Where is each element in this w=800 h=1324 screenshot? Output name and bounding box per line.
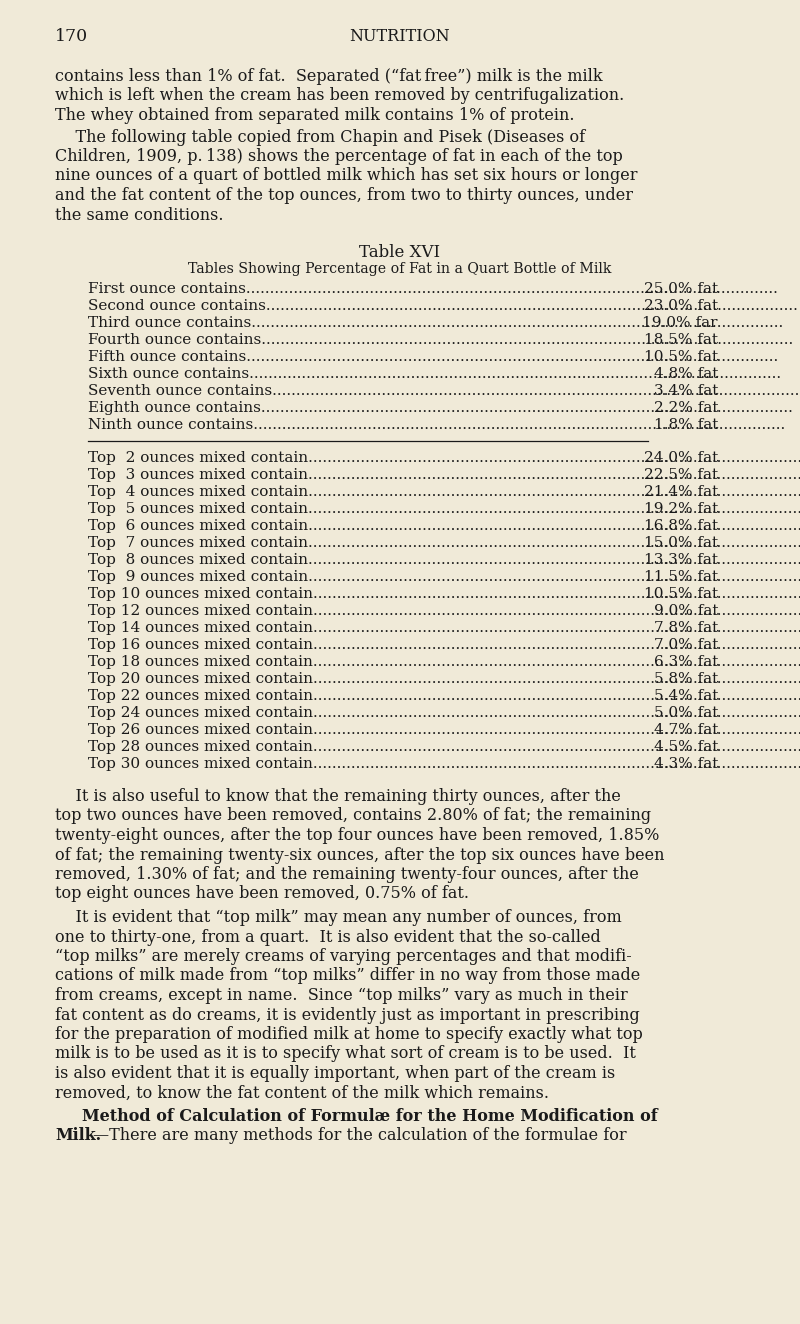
Text: the same conditions.: the same conditions.	[55, 207, 223, 224]
Text: Fourth ounce contains...........................................................: Fourth ounce contains...................…	[88, 334, 794, 347]
Text: Top 20 ounces mixed contain.....................................................: Top 20 ounces mixed contain.............…	[88, 673, 800, 686]
Text: Milk.: Milk.	[55, 1128, 101, 1144]
Text: Ninth ounce contains............................................................: Ninth ounce contains....................…	[88, 418, 786, 432]
Text: Top 18 ounces mixed contain.....................................................: Top 18 ounces mixed contain.............…	[88, 655, 800, 669]
Text: Third ounce contains............................................................: Third ounce contains....................…	[88, 316, 783, 330]
Text: 19.0% far: 19.0% far	[642, 316, 718, 330]
Text: 25.0% fat: 25.0% fat	[644, 282, 718, 297]
Text: Top  3 ounces mixed contain.....................................................: Top 3 ounces mixed contain..............…	[88, 467, 800, 482]
Text: 4.7% fat: 4.7% fat	[654, 723, 718, 737]
Text: 4.5% fat: 4.5% fat	[654, 740, 718, 753]
Text: Top 12 ounces mixed contain.....................................................: Top 12 ounces mixed contain.............…	[88, 604, 800, 618]
Text: Top  2 ounces mixed contain.....................................................: Top 2 ounces mixed contain..............…	[88, 451, 800, 465]
Text: and the fat content of the top ounces, from two to thirty ounces, under: and the fat content of the top ounces, f…	[55, 187, 633, 204]
Text: Top 14 ounces mixed contain.....................................................: Top 14 ounces mixed contain.............…	[88, 621, 800, 636]
Text: milk is to be used as it is to specify what sort of cream is to be used.  It: milk is to be used as it is to specify w…	[55, 1046, 636, 1062]
Text: 19.2% fat: 19.2% fat	[644, 502, 718, 516]
Text: 18.5% fat: 18.5% fat	[644, 334, 718, 347]
Text: of fat; the remaining twenty-six ounces, after the top six ounces have been: of fat; the remaining twenty-six ounces,…	[55, 846, 665, 863]
Text: Second ounce contains...........................................................: Second ounce contains...................…	[88, 299, 798, 312]
Text: Top 24 ounces mixed contain.....................................................: Top 24 ounces mixed contain.............…	[88, 706, 800, 720]
Text: 7.0% fat: 7.0% fat	[654, 638, 718, 651]
Text: Top  5 ounces mixed contain.....................................................: Top 5 ounces mixed contain..............…	[88, 502, 800, 516]
Text: 2.2% fat: 2.2% fat	[654, 401, 718, 414]
Text: Table XVI: Table XVI	[359, 244, 441, 261]
Text: twenty-eight ounces, after the top four ounces have been removed, 1.85%: twenty-eight ounces, after the top four …	[55, 828, 659, 843]
Text: Top 26 ounces mixed contain.....................................................: Top 26 ounces mixed contain.............…	[88, 723, 800, 737]
Text: 21.4% fat: 21.4% fat	[644, 485, 718, 499]
Text: Eighth ounce contains...........................................................: Eighth ounce contains...................…	[88, 401, 793, 414]
Text: Top 30 ounces mixed contain.....................................................: Top 30 ounces mixed contain.............…	[88, 757, 800, 771]
Text: 10.5% fat: 10.5% fat	[644, 587, 718, 601]
Text: 11.5% fat: 11.5% fat	[644, 571, 718, 584]
Text: which is left when the cream has been removed by centrifugalization.: which is left when the cream has been re…	[55, 87, 624, 105]
Text: top eight ounces have been removed, 0.75% of fat.: top eight ounces have been removed, 0.75…	[55, 886, 469, 903]
Text: top two ounces have been removed, contains 2.80% of fat; the remaining: top two ounces have been removed, contai…	[55, 808, 651, 825]
Text: 170: 170	[55, 28, 88, 45]
Text: 5.8% fat: 5.8% fat	[654, 673, 718, 686]
Text: Top 28 ounces mixed contain.....................................................: Top 28 ounces mixed contain.............…	[88, 740, 800, 753]
Text: 16.8% fat: 16.8% fat	[644, 519, 718, 534]
Text: The whey obtained from separated milk contains 1% of protein.: The whey obtained from separated milk co…	[55, 107, 574, 124]
Text: cations of milk made from “top milks” differ in no way from those made: cations of milk made from “top milks” di…	[55, 968, 640, 985]
Text: Top 22 ounces mixed contain.....................................................: Top 22 ounces mixed contain.............…	[88, 688, 800, 703]
Text: Top  4 ounces mixed contain.....................................................: Top 4 ounces mixed contain..............…	[88, 485, 800, 499]
Text: —There are many methods for the calculation of the formulae for: —There are many methods for the calculat…	[93, 1128, 626, 1144]
Text: 10.5% fat: 10.5% fat	[644, 350, 718, 364]
Text: Top  7 ounces mixed contain.....................................................: Top 7 ounces mixed contain..............…	[88, 536, 800, 549]
Text: 3.4% fat: 3.4% fat	[654, 384, 718, 399]
Text: 4.8% fat: 4.8% fat	[654, 367, 718, 381]
Text: First ounce contains............................................................: First ounce contains....................…	[88, 282, 778, 297]
Text: nine ounces of a quart of bottled milk which has set six hours or longer: nine ounces of a quart of bottled milk w…	[55, 168, 638, 184]
Text: removed, to know the fat content of the milk which remains.: removed, to know the fat content of the …	[55, 1084, 549, 1102]
Text: for the preparation of modified milk at home to specify exactly what top: for the preparation of modified milk at …	[55, 1026, 642, 1043]
Text: 4.3% fat: 4.3% fat	[654, 757, 718, 771]
Text: removed, 1.30% of fat; and the remaining twenty-four ounces, after the: removed, 1.30% of fat; and the remaining…	[55, 866, 639, 883]
Text: is also evident that it is equally important, when part of the cream is: is also evident that it is equally impor…	[55, 1064, 615, 1082]
Text: from creams, except in name.  Since “top milks” vary as much in their: from creams, except in name. Since “top …	[55, 986, 628, 1004]
Text: 15.0% fat: 15.0% fat	[644, 536, 718, 549]
Text: 22.5% fat: 22.5% fat	[644, 467, 718, 482]
Text: fat content as do creams, it is evidently just as important in prescribing: fat content as do creams, it is evidentl…	[55, 1006, 640, 1023]
Text: 7.8% fat: 7.8% fat	[654, 621, 718, 636]
Text: 6.3% fat: 6.3% fat	[654, 655, 718, 669]
Text: NUTRITION: NUTRITION	[350, 28, 450, 45]
Text: Tables Showing Percentage of Fat in a Quart Bottle of Milk: Tables Showing Percentage of Fat in a Qu…	[188, 262, 612, 275]
Text: Sixth ounce contains............................................................: Sixth ounce contains....................…	[88, 367, 781, 381]
Text: contains less than 1% of fat.  Separated (“fat free”) milk is the milk: contains less than 1% of fat. Separated …	[55, 68, 602, 85]
Text: 9.0% fat: 9.0% fat	[654, 604, 718, 618]
Text: Seventh ounce contains..........................................................: Seventh ounce contains..................…	[88, 384, 800, 399]
Text: 24.0% fat: 24.0% fat	[644, 451, 718, 465]
Text: Top 16 ounces mixed contain.....................................................: Top 16 ounces mixed contain.............…	[88, 638, 800, 651]
Text: 1.8% fat: 1.8% fat	[654, 418, 718, 432]
Text: 5.0% fat: 5.0% fat	[654, 706, 718, 720]
Text: 23.0% fat: 23.0% fat	[644, 299, 718, 312]
Text: The following table copied from Chapin and Pisek (Diseases of: The following table copied from Chapin a…	[55, 128, 585, 146]
Text: one to thirty-one, from a quart.  It is also evident that the so-called: one to thirty-one, from a quart. It is a…	[55, 928, 601, 945]
Text: Top  6 ounces mixed contain.....................................................: Top 6 ounces mixed contain..............…	[88, 519, 800, 534]
Text: Top  8 ounces mixed contain.....................................................: Top 8 ounces mixed contain..............…	[88, 553, 800, 567]
Text: Fifth ounce contains............................................................: Fifth ounce contains....................…	[88, 350, 778, 364]
Text: 13.3% fat: 13.3% fat	[644, 553, 718, 567]
Text: Method of Calculation of Formulæ for the Home Modification of: Method of Calculation of Formulæ for the…	[82, 1108, 658, 1125]
Text: It is also useful to know that the remaining thirty ounces, after the: It is also useful to know that the remai…	[55, 788, 621, 805]
Text: Top  9 ounces mixed contain.....................................................: Top 9 ounces mixed contain..............…	[88, 571, 800, 584]
Text: Top 10 ounces mixed contain.....................................................: Top 10 ounces mixed contain.............…	[88, 587, 800, 601]
Text: It is evident that “top milk” may mean any number of ounces, from: It is evident that “top milk” may mean a…	[55, 910, 622, 925]
Text: Children, 1909, p. 138) shows the percentage of fat in each of the top: Children, 1909, p. 138) shows the percen…	[55, 148, 622, 166]
Text: “top milks” are merely creams of varying percentages and that modifi-: “top milks” are merely creams of varying…	[55, 948, 632, 965]
Text: 5.4% fat: 5.4% fat	[654, 688, 718, 703]
